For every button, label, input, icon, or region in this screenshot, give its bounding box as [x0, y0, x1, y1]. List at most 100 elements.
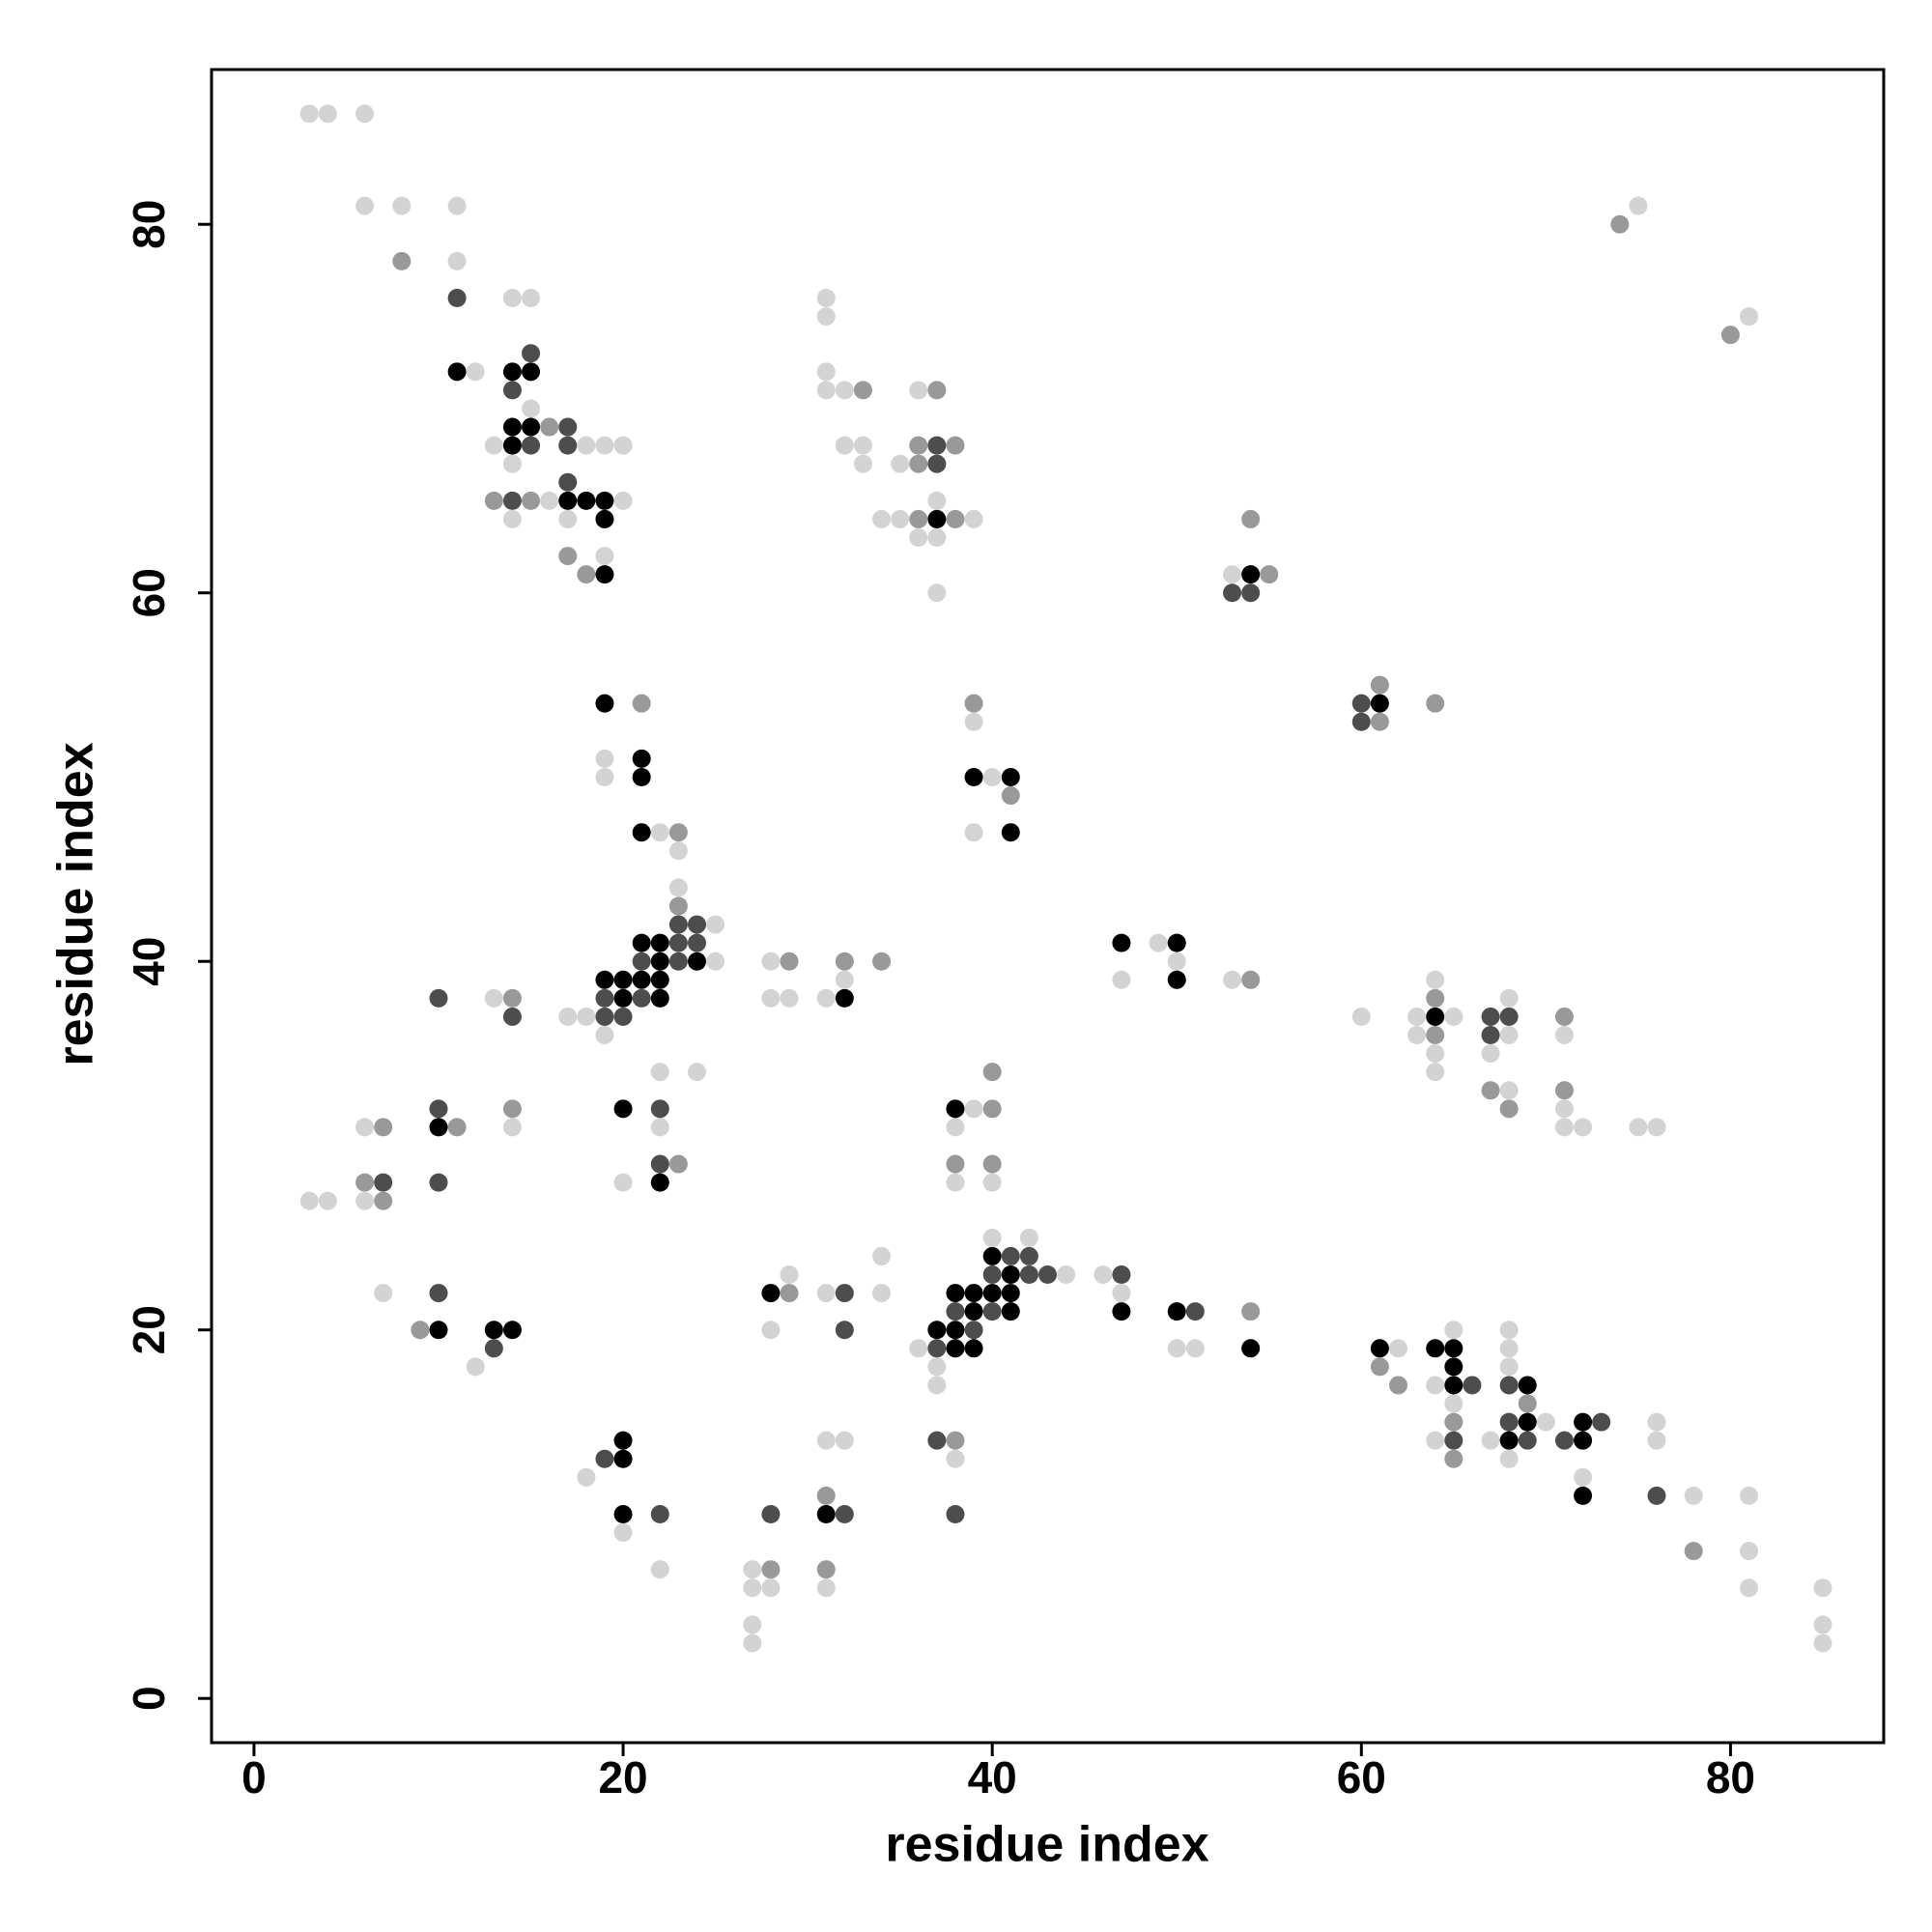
point: [650, 1063, 669, 1082]
point: [964, 1099, 983, 1119]
point: [613, 491, 633, 510]
point: [1001, 1302, 1020, 1321]
point: [946, 1284, 965, 1303]
point: [447, 196, 467, 215]
point: [1241, 970, 1261, 989]
point: [1241, 1339, 1261, 1358]
point: [835, 1321, 854, 1340]
point: [1499, 1412, 1519, 1432]
point: [1112, 933, 1131, 952]
point: [318, 1191, 337, 1210]
point: [1499, 1449, 1519, 1468]
point: [946, 1154, 965, 1174]
point: [595, 749, 614, 768]
point: [1481, 1081, 1500, 1100]
point: [613, 1449, 633, 1468]
point: [1574, 1118, 1593, 1137]
point: [1499, 1026, 1519, 1045]
point: [927, 491, 947, 510]
point: [1444, 1007, 1463, 1026]
point: [761, 1321, 781, 1340]
point: [1167, 952, 1186, 971]
point: [1444, 1412, 1463, 1432]
point: [484, 988, 503, 1008]
point: [835, 1504, 854, 1523]
point: [502, 1118, 522, 1137]
point: [816, 362, 836, 382]
point: [835, 381, 854, 400]
x-tick-label: 20: [598, 1752, 647, 1803]
point: [816, 1431, 836, 1450]
point: [558, 417, 578, 437]
point: [299, 104, 319, 124]
point: [816, 381, 836, 400]
point: [946, 1321, 965, 1340]
point: [1370, 1339, 1389, 1358]
point: [632, 970, 651, 989]
point: [577, 1007, 596, 1026]
point: [1038, 1264, 1057, 1284]
point: [946, 1339, 965, 1358]
point: [613, 1173, 633, 1192]
point: [1647, 1431, 1666, 1450]
point: [355, 1191, 375, 1210]
point: [1481, 1044, 1500, 1064]
point: [374, 1284, 393, 1303]
point: [540, 491, 559, 510]
x-tick-label: 0: [242, 1752, 267, 1803]
point: [502, 1007, 522, 1026]
point: [835, 988, 854, 1008]
point: [668, 896, 688, 916]
point: [946, 509, 965, 528]
point: [502, 417, 522, 437]
point: [392, 251, 412, 270]
point: [853, 381, 872, 400]
point: [484, 436, 503, 455]
point: [1499, 1099, 1519, 1119]
point: [1149, 933, 1168, 952]
point: [558, 491, 578, 510]
point: [1684, 1542, 1703, 1561]
point: [1481, 1431, 1500, 1450]
point: [761, 1560, 781, 1579]
point: [835, 1284, 854, 1303]
point: [982, 1154, 1002, 1174]
point: [909, 509, 928, 528]
point: [447, 289, 467, 308]
point: [502, 381, 522, 400]
point: [780, 988, 799, 1008]
point: [761, 1504, 781, 1523]
point: [1518, 1394, 1537, 1413]
point: [1019, 1264, 1038, 1284]
point: [1112, 1284, 1131, 1303]
point: [1223, 970, 1242, 989]
point: [650, 988, 669, 1008]
point: [1554, 1081, 1574, 1100]
point: [835, 436, 854, 455]
point: [853, 436, 872, 455]
plot-frame: [210, 68, 1886, 1745]
point: [982, 767, 1002, 786]
point: [522, 399, 541, 418]
point: [964, 1339, 983, 1358]
point: [1499, 1321, 1519, 1340]
point: [1351, 712, 1371, 731]
point: [1167, 1302, 1186, 1321]
point: [1370, 694, 1389, 713]
point: [1574, 1431, 1593, 1450]
point: [668, 1154, 688, 1174]
point: [1444, 1339, 1463, 1358]
point: [595, 970, 614, 989]
point: [558, 547, 578, 566]
point: [780, 952, 799, 971]
point: [668, 952, 688, 971]
point: [927, 1339, 947, 1358]
y-tick-label: 0: [124, 1686, 174, 1711]
point: [668, 933, 688, 952]
point: [1407, 1026, 1427, 1045]
point: [743, 1615, 762, 1634]
point: [1167, 970, 1186, 989]
point: [540, 417, 559, 437]
point: [982, 1284, 1002, 1303]
point: [706, 915, 725, 934]
